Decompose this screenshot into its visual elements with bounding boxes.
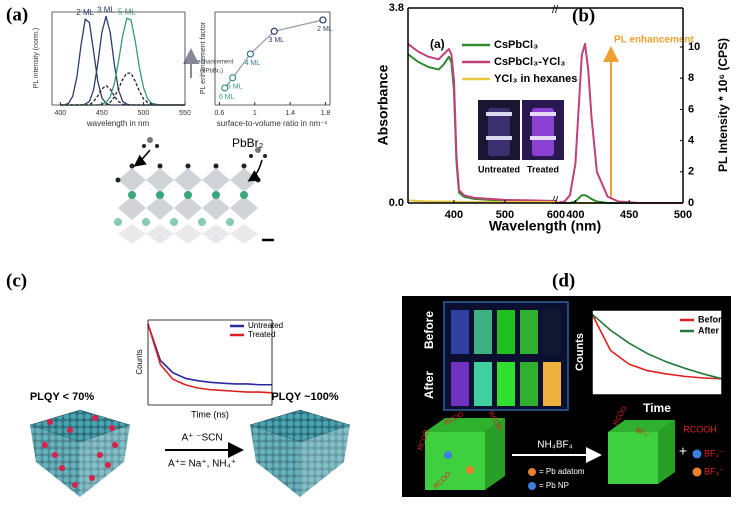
panel-label: (b) (572, 5, 595, 26)
legend-label: CsPbCl₃-YCl₃ (494, 56, 565, 68)
x-axis-label: Time (643, 401, 671, 415)
x-tick-label: 1.4 (285, 110, 295, 117)
product-label: RCOOH (683, 424, 717, 434)
photo-label: Treated (527, 164, 559, 174)
vial-photos (443, 301, 569, 411)
y-tick-label: 10 (688, 41, 700, 53)
x-axis-label: wavelength in nm (86, 119, 150, 128)
point-label: 3 ML (268, 37, 284, 44)
annotation: PL enhancement (614, 35, 695, 46)
key-label: = Pb adatom (539, 467, 585, 476)
point-label: 5 ML (227, 84, 243, 91)
x-tick-label: 500 (496, 209, 514, 221)
y-tick-label: 6 (688, 103, 694, 115)
x-axis-label: surface-to-volume ratio in nm⁻¹ (217, 119, 328, 128)
legend-label: Untreated (248, 321, 283, 330)
product-label: BF₄⁻ (704, 466, 724, 476)
panel-label: (a) (6, 4, 28, 25)
x-tick-label: 400 (445, 209, 463, 221)
key-marker (528, 482, 536, 490)
data-point (229, 74, 237, 82)
crystal-structure (114, 137, 274, 244)
x-axis-label: Wavelength (nm) (489, 218, 601, 234)
nanocube-treated (249, 409, 351, 497)
y-tick-label: 8 (688, 72, 694, 84)
vial-photos (478, 100, 564, 160)
y-axis-label: Absorbance (375, 64, 391, 145)
inset-label: (a) (430, 37, 445, 51)
axis-break: // (552, 4, 559, 16)
x-tick-label: 450 (620, 209, 638, 221)
plqy-label: PLQY < 70% (30, 391, 95, 403)
legend-label: Before (698, 314, 727, 324)
y-tick-label: 2 (688, 166, 694, 178)
panel-label: (d) (552, 270, 575, 291)
y-tick-label: 0 (688, 197, 694, 209)
plus-sign: + (679, 443, 687, 459)
key-marker (528, 468, 536, 476)
y-axis-label: PL intensity (norm.) (33, 28, 40, 88)
nanocube-untreated (29, 409, 131, 497)
data-line (147, 323, 272, 386)
legend-label: After (698, 325, 719, 335)
ligand-label: BF₄⁻ (635, 427, 652, 439)
reagent-label: A⁺= Na⁺, NH₄⁺ (168, 459, 236, 470)
data-point (270, 27, 278, 35)
data-line (60, 18, 185, 106)
data-point (319, 16, 327, 24)
point-label: 2 ML (317, 26, 333, 33)
reagent-label: NH₄BF₄ (537, 440, 572, 451)
y-tick-label: 0.0 (389, 197, 404, 209)
key-label: = Pb NP (539, 481, 569, 490)
y-axis-label: Counts (574, 333, 586, 371)
x-tick-label: 600 (547, 209, 565, 221)
x-tick-label: 1.8 (321, 110, 331, 117)
x-tick-label: 500 (674, 209, 692, 221)
x-tick-label: 400 (566, 209, 584, 221)
data-line (591, 313, 723, 380)
y-axis-label: PL Intensity * 10⁶ (CPS) (716, 38, 730, 172)
x-axis-label: Time (ns) (191, 409, 229, 419)
row-label: Before (422, 311, 436, 349)
x-tick-label: 1 (253, 110, 257, 117)
legend-label: CsPbCl₃ (494, 39, 538, 51)
row-label: After (422, 371, 436, 399)
data-line (407, 199, 556, 203)
annotation: (+PbBr₂) (200, 69, 223, 75)
x-tick-label: 450 (96, 110, 108, 117)
x-tick-label: 0.6 (215, 110, 225, 117)
data-point (246, 50, 254, 58)
data-line (407, 43, 557, 202)
y-tick-label: 3.8 (389, 2, 404, 14)
data-line (555, 42, 683, 204)
data-point (221, 84, 229, 92)
reagent-label: A⁺ ⁻SCN (181, 433, 222, 444)
y-tick-label: 4 (688, 135, 695, 147)
x-tick-label: 550 (179, 110, 191, 117)
product-marker (692, 467, 702, 477)
nanocube-before (425, 418, 505, 490)
data-line (147, 323, 273, 394)
precursor-label: PbBr₂ (232, 136, 264, 150)
x-tick-label: 500 (138, 110, 150, 117)
panel-label: (c) (6, 270, 27, 291)
point-label: 6 ML (219, 94, 235, 101)
legend-label: Treated (248, 330, 275, 339)
legend-label: YCl₃ in hexanes (494, 73, 577, 85)
data-line (591, 313, 723, 380)
y-axis-label: PL enhancement factor (200, 21, 207, 94)
product-marker (692, 449, 702, 459)
series-label: 3 ML (97, 6, 115, 15)
x-tick-label: 400 (54, 110, 66, 117)
point-label: 4 ML (245, 60, 261, 67)
nanocube-after (608, 420, 675, 484)
series-label: 2 ML (76, 8, 94, 17)
product-label: BF₄⁻ (704, 448, 724, 458)
photo-label: Untreated (478, 164, 520, 174)
plqy-label: PLQY ~100% (271, 391, 339, 403)
y-axis-label: Counts (135, 349, 144, 374)
